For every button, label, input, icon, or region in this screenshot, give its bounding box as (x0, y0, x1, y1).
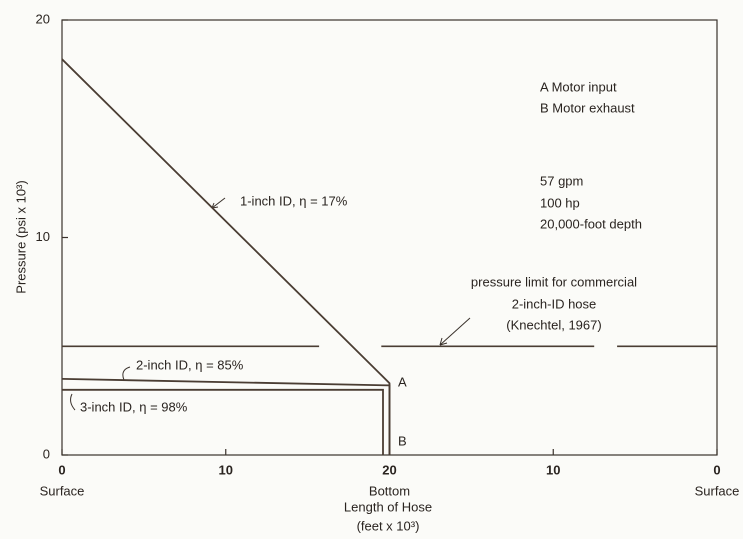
annotation: A (398, 374, 407, 389)
x-axis-label: (feet x 10³) (357, 518, 420, 533)
annotation: (Knechtel, 1967) (506, 317, 601, 332)
annotation: 57 gpm (540, 173, 583, 188)
annotation: pressure limit for commercial (471, 274, 637, 289)
annotation: 100 hp (540, 195, 580, 210)
leader-arrow (439, 337, 448, 346)
y-tick-label: 0 (43, 446, 50, 461)
leader-arrow (122, 366, 131, 381)
annotation: 20,000-foot depth (540, 216, 642, 231)
y-axis-label: Pressure (psi x 10³) (13, 180, 28, 293)
series-label: 1-inch ID, η = 17% (240, 193, 348, 208)
series-line (61, 378, 391, 455)
x-tick-label: 10 (546, 462, 560, 477)
annotation: B (398, 433, 407, 448)
x-tick-label: 0 (58, 462, 65, 477)
annotation: B Motor exhaust (540, 100, 635, 115)
x-position-label: Surface (40, 483, 85, 498)
x-position-label: Bottom (369, 483, 410, 498)
annotation: A Motor input (540, 79, 617, 94)
series-label: 2-inch ID, η = 85% (136, 357, 244, 372)
x-tick-label: 0 (713, 462, 720, 477)
leader-arrow (211, 197, 226, 209)
x-axis-label: Length of Hose (344, 499, 432, 514)
annotation: 2-inch-ID hose (512, 296, 597, 311)
series-line (61, 58, 391, 455)
leader-arrow (70, 393, 76, 411)
leader-arrow (439, 317, 471, 346)
x-position-label: Surface (695, 483, 740, 498)
series-label: 3-inch ID, η = 98% (80, 399, 188, 414)
y-tick-label: 10 (36, 229, 50, 244)
y-tick-label: 20 (36, 11, 50, 26)
x-tick-label: 20 (382, 462, 396, 477)
series-line (62, 388, 384, 455)
x-tick-label: 10 (219, 462, 233, 477)
